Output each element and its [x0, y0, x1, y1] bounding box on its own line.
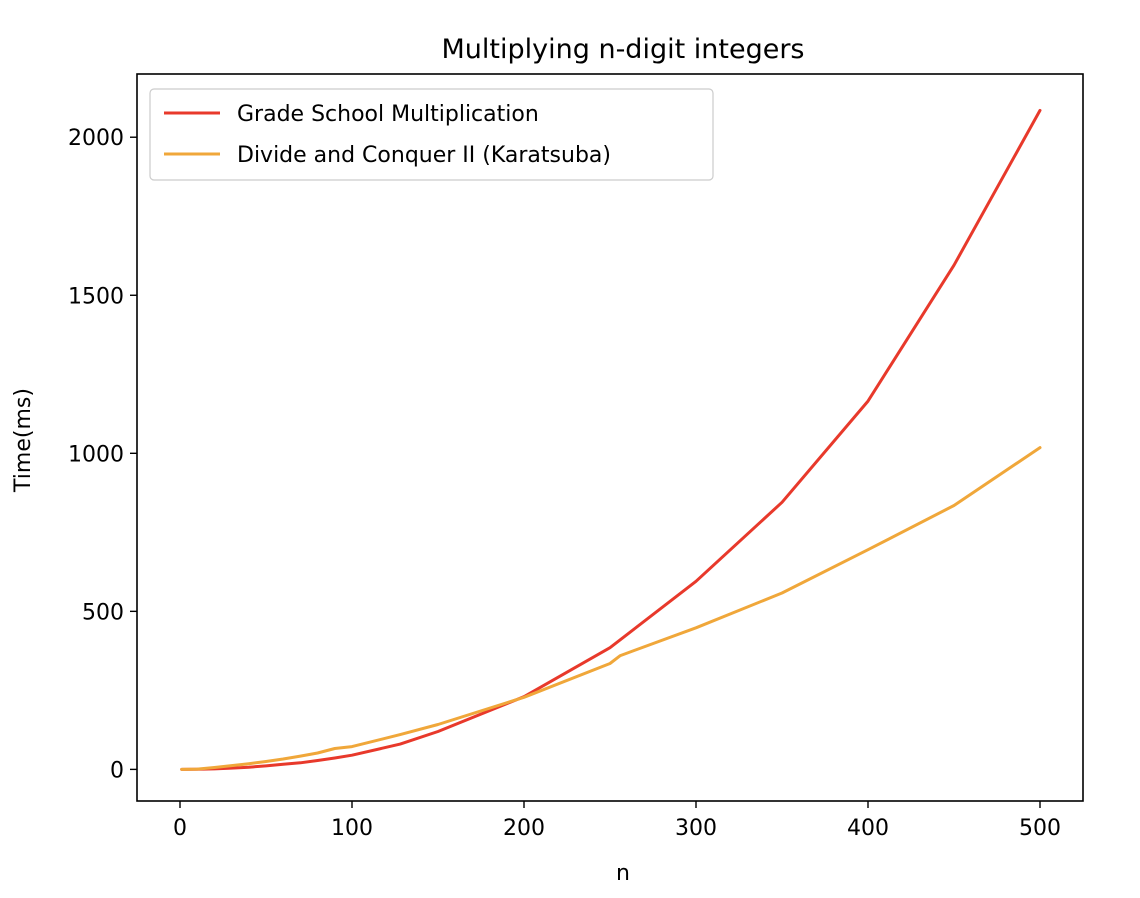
legend-box: [149, 88, 714, 181]
y-axis-label: Time(ms): [11, 388, 36, 493]
y-tick-label: 0: [110, 758, 124, 783]
x-tick-label: 500: [1019, 816, 1061, 841]
x-tick-label: 300: [675, 816, 717, 841]
x-axis-label: n: [616, 861, 630, 886]
series-line-0: [180, 108, 1042, 771]
x-tick-label: 200: [503, 816, 545, 841]
legend-label-grade-school: Grade School Multiplication: [237, 102, 539, 127]
y-tick-label: 500: [82, 600, 124, 625]
series-line-1: [180, 446, 1042, 771]
x-axis: 0 100 200 300 400 500: [173, 801, 1061, 841]
x-tick-label: 400: [847, 816, 889, 841]
plot-area: [136, 73, 1084, 802]
y-tick-label: 1500: [68, 284, 124, 309]
series-layer: [180, 108, 1042, 771]
legend: Grade School Multiplication Divide and C…: [149, 88, 714, 181]
legend-label-karatsuba: Divide and Conquer II (Karatsuba): [237, 143, 611, 168]
y-tick-label: 1000: [68, 442, 124, 467]
chart-title: Multiplying n-digit integers: [442, 34, 805, 65]
x-tick-label: 100: [331, 816, 373, 841]
y-tick-label: 2000: [68, 126, 124, 151]
x-tick-label: 0: [173, 816, 187, 841]
y-axis: 0 500 1000 1500 2000: [68, 126, 137, 783]
